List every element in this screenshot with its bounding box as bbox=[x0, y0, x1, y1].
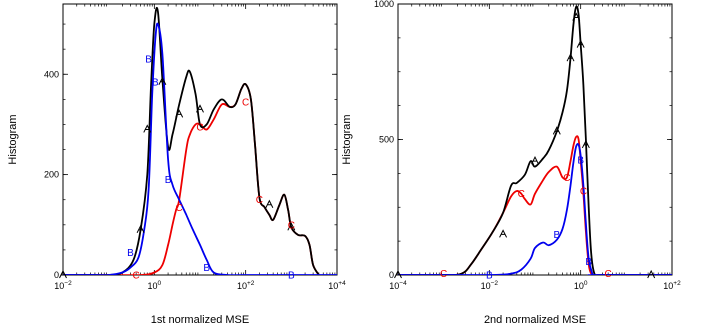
y-tick-label: 1000 bbox=[374, 0, 394, 9]
x-tick-label: 100 bbox=[148, 280, 162, 291]
marker-a bbox=[576, 39, 585, 48]
x-tick-label: 10+2 bbox=[663, 280, 681, 291]
marker-a bbox=[158, 76, 167, 86]
marker-b: B bbox=[585, 257, 592, 268]
y-tick-label: 400 bbox=[44, 69, 59, 79]
marker-a bbox=[499, 229, 508, 238]
marker-b: B bbox=[553, 230, 560, 241]
x-tick-label: 10+2 bbox=[237, 280, 255, 291]
marker-c: C bbox=[242, 97, 249, 108]
marker-a bbox=[59, 269, 67, 279]
y-tick-label: 0 bbox=[389, 270, 394, 280]
marker-a bbox=[531, 156, 539, 165]
series-line-c bbox=[63, 82, 320, 275]
marker-c: C bbox=[176, 203, 183, 214]
marker-c: C bbox=[256, 195, 263, 206]
series-line-a bbox=[63, 6, 320, 275]
series-line-a bbox=[398, 5, 672, 275]
x-tick-label: 100 bbox=[574, 280, 588, 291]
plot-frame bbox=[397, 3, 673, 276]
marker-a bbox=[175, 109, 184, 118]
marker-a bbox=[287, 222, 296, 231]
marker-b: B bbox=[203, 263, 210, 274]
y-tick-label: 500 bbox=[379, 135, 394, 145]
x-tick-label: 10−2 bbox=[54, 280, 72, 291]
x-axis-label: 1st normalized MSE bbox=[151, 314, 249, 326]
marker-b: B bbox=[577, 155, 584, 166]
marker-c: C bbox=[605, 269, 612, 280]
x-tick-label: 10−2 bbox=[481, 280, 499, 291]
marker-c: C bbox=[580, 186, 587, 197]
plot-1: 10−2 100 10+2 10+4 0 200 400 1st normalized MSE… bbox=[7, 3, 346, 326]
marker-a bbox=[572, 12, 581, 21]
y-axis-label: Histogram bbox=[7, 114, 19, 164]
marker-a bbox=[566, 53, 575, 62]
marker-c: C bbox=[563, 173, 570, 184]
marker-c: C bbox=[518, 189, 525, 200]
x-tick-label: 10+4 bbox=[328, 280, 346, 291]
y-tick-label: 0 bbox=[54, 270, 59, 280]
marker-a bbox=[265, 199, 274, 208]
marker-b: B bbox=[486, 271, 493, 282]
marker-c: C bbox=[440, 269, 447, 280]
marker-a bbox=[196, 104, 204, 113]
marker-b: B bbox=[165, 175, 172, 186]
x-axis-label: 2nd normalized MSE bbox=[484, 314, 586, 326]
marker-b: B bbox=[127, 248, 134, 259]
y-tick-label: 200 bbox=[44, 170, 59, 180]
marker-a bbox=[394, 269, 402, 279]
marker-c: C bbox=[288, 220, 295, 231]
marker-c: C bbox=[196, 122, 203, 133]
y-axis-label: Histogram bbox=[341, 114, 353, 164]
plot-2: 10−4 10−2 100 10+2 0 500 1000 2nd normalized MS… bbox=[341, 0, 681, 326]
x-tick-label: 10−4 bbox=[389, 280, 407, 291]
marker-a bbox=[647, 269, 656, 279]
marker-b: B bbox=[288, 271, 295, 282]
marker-a bbox=[581, 139, 590, 149]
marker-b: B bbox=[152, 77, 159, 88]
marker-a bbox=[143, 124, 152, 133]
series-line-b bbox=[63, 22, 337, 275]
series-line-b bbox=[398, 143, 672, 275]
plot-frame bbox=[62, 3, 338, 276]
marker-c: C bbox=[133, 271, 140, 282]
marker-a bbox=[552, 126, 561, 135]
marker-b: B bbox=[145, 55, 152, 66]
marker-a bbox=[136, 224, 145, 234]
